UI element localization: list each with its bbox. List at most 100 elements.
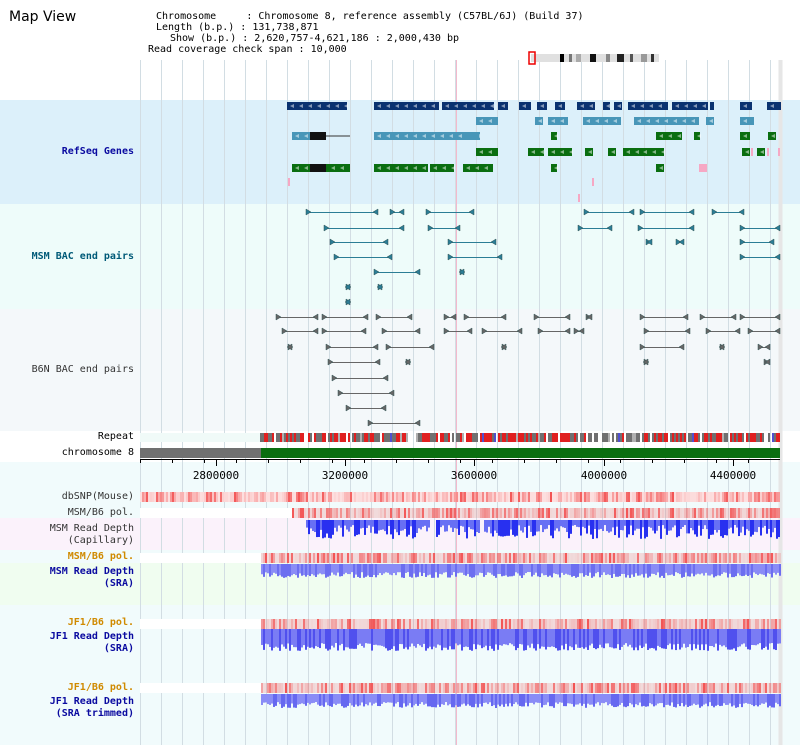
msm-b6-pol-density [698, 508, 700, 518]
repeat-element [288, 433, 290, 442]
msm-b6-pol-label-1[interactable]: MSM/B6 pol. [67, 507, 134, 518]
msm-b6-pol-density-sra [637, 553, 639, 563]
jf1-b6-pol-density-trimmed [371, 683, 373, 693]
msm-capillary-depth [548, 520, 550, 526]
b6n-bac-pair-end [774, 327, 781, 335]
msm-sra-depth [601, 564, 603, 575]
repeat-element [290, 433, 292, 442]
dbsnp-density [246, 492, 248, 502]
msm-sra-depth [355, 564, 357, 575]
jf1-b6-pol-label-1[interactable]: JF1/B6 pol. [67, 617, 134, 628]
jf1-sra-depth [531, 629, 533, 644]
repeat-element [540, 433, 542, 442]
msm-b6-pol-density [680, 508, 682, 518]
msm-b6-pol-density [634, 508, 636, 518]
repeat-element [262, 433, 264, 442]
msm-sra-depth [525, 564, 527, 574]
msm-capillary-depth [654, 520, 656, 534]
jf1-sra-depth [483, 629, 485, 648]
msm-sra-depth [373, 564, 375, 575]
msm-depth-capillary-label[interactable]: MSM Read Depth (Capillary) [50, 523, 134, 547]
jf1-sra-depth [629, 629, 631, 645]
dbsnp-density [608, 492, 610, 502]
msm-sra-depth [427, 564, 429, 576]
jf1-depth-trimmed-label[interactable]: JF1 Read Depth (SRA trimmed) [50, 696, 134, 720]
msm-b6-pol-density-sra [293, 553, 295, 563]
msm-b6-pol-density-sra [659, 553, 661, 563]
jf1-sra-depth [311, 629, 313, 648]
jf1-b6-pol-density [605, 619, 607, 629]
jf1-b6-pol-density [325, 619, 327, 629]
dbsnp-density [578, 492, 580, 502]
jf1-depth-sra-label[interactable]: JF1 Read Depth (SRA) [50, 631, 134, 655]
msm-b6-pol-density-sra [365, 553, 367, 563]
jf1-trimmed-depth [277, 694, 279, 703]
msm-b6-pol-density [378, 508, 380, 518]
msm-b6-pol-density-sra [331, 553, 333, 563]
jf1-b6-pol-label-2[interactable]: JF1/B6 pol. [67, 682, 134, 693]
msm-sra-depth [769, 564, 771, 574]
b6n-bac-label[interactable]: B6N BAC end pairs [31, 364, 134, 375]
msm-capillary-depth [350, 520, 352, 527]
msm-sra-depth [449, 564, 451, 578]
msm-capillary-depth [382, 520, 384, 530]
jf1-sra-depth [733, 629, 735, 649]
msm-bac-pair-end [628, 208, 635, 216]
gene-strand-arrow [569, 150, 573, 154]
msm-sra-depth [431, 564, 433, 578]
b6n-bac-track-bg [0, 309, 800, 431]
jf1-b6-pol-density-trimmed [503, 683, 505, 693]
msm-sra-depth [587, 564, 589, 576]
jf1-sra-depth [475, 629, 477, 650]
chromosome-track-label[interactable]: chromosome 8 [61, 447, 134, 458]
jf1-sra-depth [647, 629, 649, 650]
jf1-trimmed-depth [647, 694, 649, 707]
msm-sra-depth [273, 564, 275, 573]
jf1-b6-pol-density-trimmed [593, 683, 595, 693]
jf1-b6-pol-density-trimmed [393, 683, 395, 693]
jf1-sra-depth [631, 629, 633, 648]
axis-tick-label: 3600000 [451, 469, 497, 482]
jf1-sra-depth [573, 629, 575, 650]
jf1-sra-depth [743, 629, 745, 644]
msm-b6-pol-label-2[interactable]: MSM/B6 pol. [67, 551, 134, 562]
msm-b6-pol-density [552, 508, 554, 518]
repeat-element [356, 433, 358, 442]
repeat-label[interactable]: Repeat [97, 431, 134, 442]
msm-b6-pol-density-sra [713, 553, 715, 563]
gene-strand-arrow [317, 104, 321, 108]
dbsnp-label[interactable]: dbSNP(Mouse) [61, 491, 134, 502]
dbsnp-density [568, 492, 570, 502]
msm-capillary-depth [774, 520, 776, 528]
msm-capillary-depth [354, 520, 356, 537]
gene-strand-arrow [743, 104, 747, 108]
dbsnp-density [548, 492, 550, 502]
gene-strand-arrow [344, 104, 348, 108]
msm-b6-pol-density [524, 508, 526, 518]
msm-b6-pol-density [500, 508, 502, 518]
jf1-sra-depth [343, 629, 345, 651]
jf1-sra-depth [467, 629, 469, 648]
msm-sra-depth [465, 564, 467, 576]
jf1-b6-pol-density-trimmed [595, 683, 597, 693]
dbsnp-density [678, 492, 680, 502]
jf1-trimmed-depth [553, 694, 555, 708]
jf1-sra-depth [567, 629, 569, 651]
msm-b6-pol-density-sra [559, 553, 561, 563]
msm-b6-pol-density [620, 508, 622, 518]
refseq-genes-label[interactable]: RefSeq Genes [61, 146, 134, 157]
msm-depth-sra-label[interactable]: MSM Read Depth (SRA) [50, 566, 134, 590]
msm-sra-depth [721, 564, 723, 575]
jf1-trimmed-depth [541, 694, 543, 708]
msm-bac-label[interactable]: MSM BAC end pairs [31, 251, 134, 262]
jf1-b6-pol-density-trimmed [469, 683, 471, 693]
jf1-b6-pol-density-trimmed [379, 683, 381, 693]
jf1-b6-pol-density-trimmed [341, 683, 343, 693]
jf1-sra-depth [635, 629, 637, 648]
msm-sra-depth [511, 564, 513, 577]
jf1-b6-pol-density [483, 619, 485, 629]
msm-capillary-depth [310, 520, 312, 529]
msm-capillary-depth [562, 520, 564, 528]
dbsnp-density [438, 492, 440, 502]
